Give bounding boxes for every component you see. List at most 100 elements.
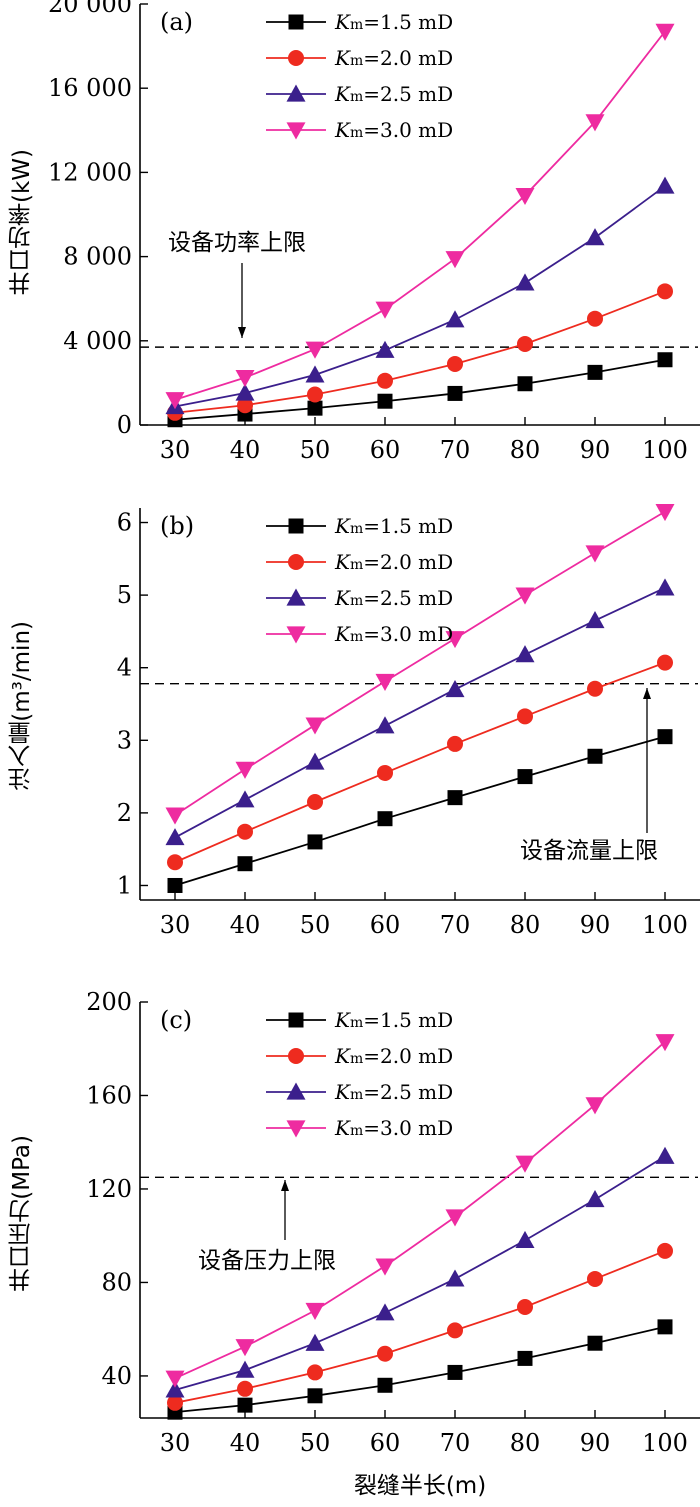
- panel-a-data-point: [235, 370, 255, 388]
- panel-c-data-point: [235, 1339, 255, 1357]
- panel-b-x-tick-label: 40: [230, 911, 261, 939]
- panel-b-y-axis-label-box: 注入量(m³/min): [0, 508, 44, 903]
- panel-c-data-point: [587, 1270, 603, 1287]
- panel-a-y-axis-label-box: 井口功率(kW): [0, 20, 44, 425]
- panel-a-data-point: [375, 340, 395, 358]
- panel-c-legend-marker: [286, 1082, 306, 1100]
- panel-c-series-line-2: [174, 1250, 666, 1404]
- panel-c-data-point: [657, 1319, 673, 1335]
- panel-c-legend-marker: [288, 1048, 304, 1064]
- panel-a-data-point: [445, 251, 465, 269]
- panel-a-legend-label: Km=2.5 mD: [334, 82, 453, 106]
- panel-b-data-point: [447, 790, 463, 806]
- panel-b-data-point: [305, 752, 325, 770]
- panel-a-data-point: [235, 383, 255, 401]
- panel-b-y-axis-label: 注入量(m³/min): [9, 620, 35, 791]
- panel-a-data-point: [377, 372, 393, 389]
- panel-b-x-tick-label: 80: [510, 911, 541, 939]
- panel-c-data-point: [305, 1302, 325, 1320]
- panel-b-data-point: [167, 877, 183, 893]
- panel-a-limit-annotation: 设备功率上限: [168, 230, 306, 256]
- panel-c-data-point: [655, 1034, 675, 1052]
- panel-c-data-point: [307, 1388, 323, 1404]
- panel-c-legend-marker: [286, 1120, 306, 1138]
- panel-a-data-point: [517, 335, 533, 352]
- panel-b-data-point: [305, 717, 325, 735]
- panel-a-legend-marker: [288, 14, 304, 30]
- panel-a-data-point: [447, 355, 463, 372]
- panel-b-data-point: [237, 823, 253, 840]
- panel-a-y-tick-label: 20 000: [48, 0, 132, 18]
- panel-c-series-line-4: [174, 1041, 666, 1380]
- panel-a-label: (a): [160, 8, 193, 36]
- panel-b-label: (b): [160, 512, 194, 540]
- panel-a-series-line-3: [174, 185, 666, 408]
- panel-b-data-point: [165, 828, 185, 846]
- panel-b-annotation-arrowhead: [643, 688, 651, 699]
- panel-b-data-point: [167, 854, 183, 871]
- panel-b-legend-label: Km=1.5 mD: [334, 514, 453, 538]
- panel-a-data-point: [655, 23, 675, 41]
- panel-a-data-point: [655, 176, 675, 194]
- panel-c-y-tick-label: 120: [86, 1175, 132, 1203]
- panel-b-data-point: [655, 504, 675, 522]
- panel-b-data-point: [447, 735, 463, 752]
- panel-a-legend-label: Km=1.5 mD: [334, 10, 453, 34]
- panel-b-data-point: [655, 578, 675, 596]
- panel-c-x-tick-label: 100: [642, 1429, 688, 1457]
- panel-b-data-point: [515, 645, 535, 663]
- panel-a-y-tick-label: 8 000: [63, 243, 132, 271]
- panel-c-data-point: [375, 1303, 395, 1321]
- panel-c-x-tick-label: 40: [230, 1429, 261, 1457]
- panel-a-data-point: [447, 385, 463, 401]
- panel-b-series-line-3: [174, 587, 666, 839]
- panel-b-data-point: [445, 631, 465, 649]
- panel-c-y-axis-label-box: 井口压力(MPa): [0, 1008, 44, 1418]
- panel-a-legend-label: Km=2.0 mD: [334, 46, 453, 70]
- panel-c-legend-label: Km=2.0 mD: [334, 1044, 453, 1068]
- panel-c-series-line-1: [174, 1325, 666, 1414]
- panel-b-x-tick-label: 60: [370, 911, 401, 939]
- panel-c-data-point: [237, 1380, 253, 1397]
- panel-c-data-point: [167, 1394, 183, 1411]
- panel-c-x-tick-label: 80: [510, 1429, 541, 1457]
- panel-b-legend-marker: [286, 626, 306, 644]
- panel-b-data-point: [585, 545, 605, 563]
- panel-c-x-tick-label: 90: [580, 1429, 611, 1457]
- panel-b-data-point: [585, 611, 605, 629]
- panel-c-x-tick-label: 50: [300, 1429, 331, 1457]
- panel-b-data-point: [377, 811, 393, 827]
- panel-b-y-tick-label: 2: [117, 799, 132, 827]
- panel-b-data-point: [237, 856, 253, 872]
- panel-b-x-tick-label: 70: [440, 911, 471, 939]
- panel-a-x-tick-label: 40: [230, 436, 261, 464]
- panel-a-x-tick-label: 80: [510, 436, 541, 464]
- panel-a-legend-marker: [286, 122, 306, 140]
- panel-c-legend-marker: [288, 1012, 304, 1028]
- panel-a-y-tick-label: 12 000: [48, 158, 132, 186]
- panel-a-series-line-1: [174, 358, 666, 421]
- panel-b-legend-marker: [286, 588, 306, 606]
- panel-c-data-point: [585, 1189, 605, 1208]
- panel-b-x-tick-label: 90: [580, 911, 611, 939]
- panel-c-data-point: [165, 1380, 185, 1398]
- panel-a-x-tick-label: 90: [580, 436, 611, 464]
- panel-a-legend-label: Km=3.0 mD: [334, 118, 453, 142]
- panel-b-legend-label: Km=2.5 mD: [334, 586, 453, 610]
- panel-a-data-point: [445, 310, 465, 328]
- panel-c-data-point: [447, 1322, 463, 1339]
- panel-b-x-tick-label: 100: [642, 911, 688, 939]
- panel-a-data-point: [305, 365, 325, 383]
- panel-b-data-point: [165, 807, 185, 825]
- panel-b-y-tick-label: 5: [117, 581, 132, 609]
- panel-c-data-point: [657, 1242, 673, 1259]
- panel-a-data-point: [517, 376, 533, 392]
- panel-c-data-point: [515, 1155, 535, 1173]
- panel-c-data-point: [655, 1146, 675, 1164]
- panel-a-x-tick-label: 50: [300, 436, 331, 464]
- panel-c-data-point: [305, 1333, 325, 1351]
- panel-b-series-line-2: [174, 661, 666, 864]
- panel-a-data-point: [585, 228, 605, 246]
- panel-b-x-tick-label: 50: [300, 911, 331, 939]
